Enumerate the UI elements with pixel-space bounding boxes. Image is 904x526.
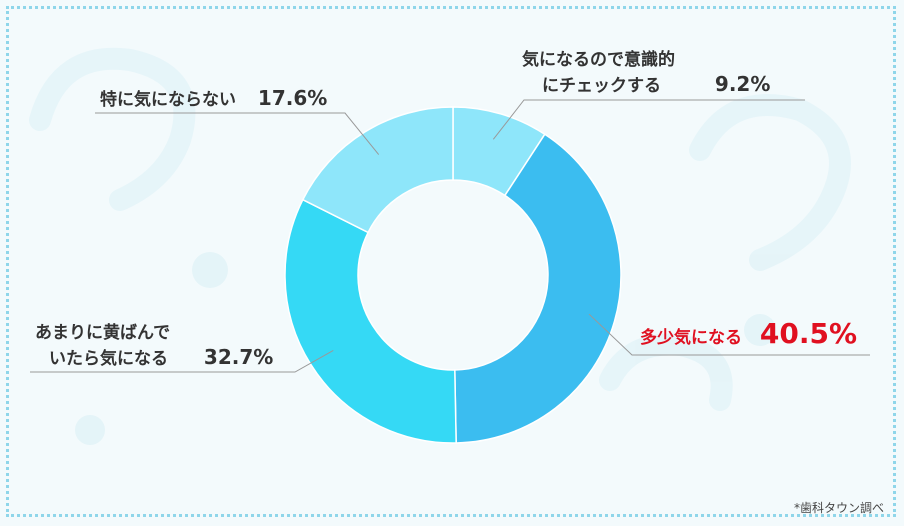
leader-line-2 — [30, 350, 334, 373]
slice-label-1-text: 多少気になる — [640, 328, 742, 348]
slice-label-0-line-2: にチェックする 9.2% — [522, 72, 770, 98]
slice-label-3: 特に気にならない 17.6% — [100, 86, 327, 112]
slice-label-0-line-1: 気になるので意識的 — [522, 50, 675, 70]
slice-value-3: 17.6% — [257, 86, 328, 110]
slice-label-2-line-2-text: いたら気になる — [49, 349, 168, 369]
donut-slices — [284, 106, 622, 444]
donut-slice-1 — [454, 133, 622, 444]
slice-value-1: 40.5% — [759, 317, 858, 350]
decorative-dots — [75, 252, 776, 445]
leader-line-3 — [95, 112, 380, 155]
slice-label-1: 多少気になる 40.5% — [640, 320, 857, 350]
slice-label-2-line-2: いたら気になる 32.7% — [35, 345, 273, 371]
leader-line-1 — [588, 313, 870, 356]
decorative-question-marks — [29, 47, 851, 411]
slice-label-2: あまりに黄ばんで いたら気になる 32.7% — [35, 321, 273, 371]
donut-slice-3 — [301, 106, 454, 234]
slice-value-0: 9.2% — [714, 72, 771, 96]
leader-line-0 — [492, 99, 805, 140]
donut-slice-2 — [284, 198, 457, 444]
leader-lines — [30, 99, 870, 373]
slice-label-0-line-2-text: にチェックする — [542, 76, 661, 96]
dotted-border — [6, 6, 896, 517]
slice-value-2: 32.7% — [203, 345, 274, 369]
slice-label-3-text: 特に気にならない — [100, 90, 236, 110]
slice-label-2-line-1: あまりに黄ばんで — [35, 323, 171, 343]
source-note: *歯科タウン調べ — [793, 501, 884, 515]
slice-label-0: 気になるので意識的 にチェックする 9.2% — [522, 48, 770, 98]
